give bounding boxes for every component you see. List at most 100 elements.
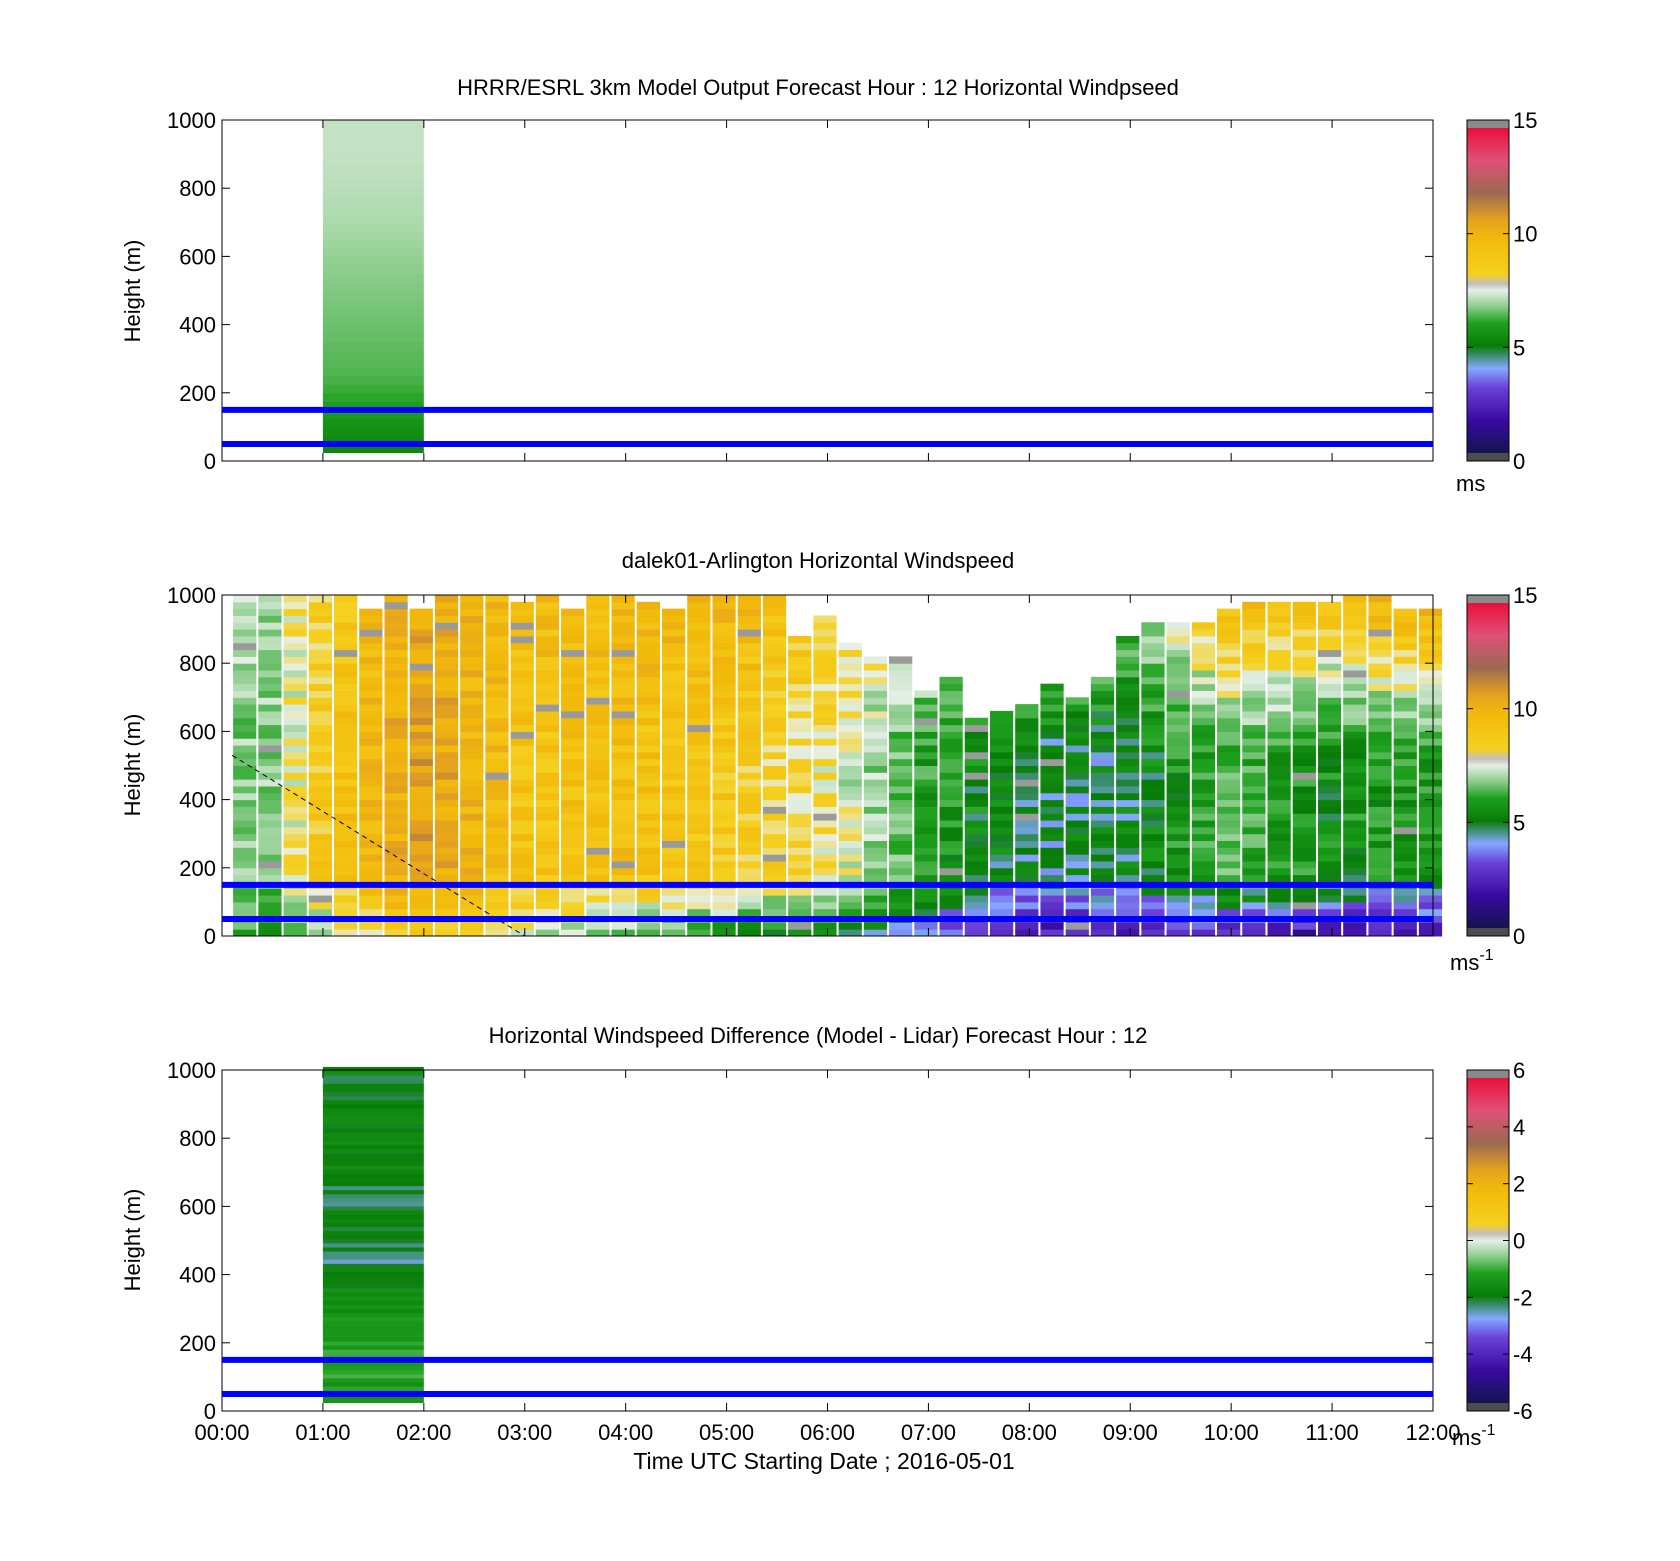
plot-frame [221,1069,1434,1412]
heatmap-cell [1292,683,1316,691]
heatmap-cell [1242,833,1266,842]
heatmap-cell [1267,663,1291,671]
heatmap-cell [636,710,660,719]
heatmap-cell [535,663,560,671]
heatmap-cell [1166,874,1190,882]
colorbar-tick-label: -4 [1513,1342,1533,1367]
heatmap-cell [1090,731,1115,739]
heatmap-cell [1141,629,1165,637]
heatmap-cell [334,751,358,760]
heatmap-cell [712,765,736,773]
heatmap-cell [233,642,257,651]
heatmap-cell [334,847,358,855]
heatmap-cell [1191,901,1216,910]
heatmap-cell [1116,710,1140,719]
heatmap-cell [1418,785,1443,794]
heatmap-cell [283,833,307,842]
heatmap-cell [939,874,963,882]
heatmap-cell [964,826,988,835]
heatmap-cell [283,901,307,910]
y-tick-label: 0 [204,1399,216,1424]
heatmap-cell [1015,854,1039,862]
panel-lidar-windspeed: dalek01-Arlington Horizontal Windspeed H… [120,548,1537,975]
heatmap-cell [434,615,459,623]
heatmap-cell [813,656,837,664]
heatmap-cell [561,608,585,616]
heatmap-cell [636,867,660,876]
heatmap-cell [1242,731,1266,739]
heatmap-cell [434,656,459,664]
colorbar-frame [1466,119,1510,462]
heatmap-cell [636,826,660,835]
heatmap-cell [561,731,585,739]
heatmap-cell [838,676,862,685]
heatmap-cell [1343,635,1367,644]
heatmap-cell [661,901,686,910]
heatmap-cell [712,704,736,712]
heatmap-cell [889,888,913,896]
heatmap-cell [586,854,610,862]
heatmap-cell [611,601,635,610]
heatmap-cell [384,717,408,726]
heatmap-cell [1116,874,1140,882]
heatmap-cell [611,813,635,821]
heatmap-cell [1217,840,1241,848]
heatmap-cell [409,799,433,807]
heatmap-cell [1393,799,1417,807]
heatmap-cell [813,826,837,835]
heatmap-cell [762,683,787,691]
heatmap-cell [460,656,484,664]
heatmap-cell [1040,860,1064,869]
heatmap-cell [1292,738,1316,746]
heatmap-cell [233,840,257,848]
heatmap-cell [308,854,333,862]
heatmap-cell [1065,785,1089,794]
heatmap-cell [359,785,383,794]
heatmap-cell [1267,670,1291,678]
heatmap-cell [788,731,812,739]
heatmap-cell [1191,710,1216,719]
heatmap-cell [1292,908,1316,917]
heatmap-cell [322,1124,424,1129]
y-tick-label: 200 [179,1331,216,1356]
heatmap-cell [586,813,610,821]
heatmap-cell [322,1107,424,1113]
heatmap-cell [1418,901,1443,910]
heatmap-cell [510,697,534,705]
heatmap-cell [762,888,787,896]
heatmap-cell [1292,772,1316,780]
heatmap-cell [1267,704,1291,712]
heatmap-cell [762,779,787,787]
heatmap-cell [1292,717,1316,726]
heatmap-cell [322,1337,424,1342]
heatmap-cell [1317,663,1342,671]
heatmap-cell [661,867,686,876]
heatmap-cell [283,840,307,848]
heatmap-cell [661,813,686,821]
heatmap-cell [889,922,913,930]
heatmap-cell [485,642,509,651]
heatmap-cell [1015,717,1039,726]
heatmap-cell [813,901,837,910]
heatmap-cell [283,629,307,637]
heatmap-cell [308,710,333,719]
heatmap-cell [1317,765,1342,773]
heatmap-cell [1343,860,1367,869]
heatmap-cell [863,820,888,828]
heatmap-cell [359,792,383,801]
heatmap-cell [611,833,635,842]
heatmap-cell [258,676,282,685]
heatmap-cell [1418,779,1443,787]
heatmap-cell [359,629,383,637]
heatmap-cell [636,622,660,630]
heatmap-cell [1343,806,1367,814]
heatmap-cell [636,874,660,882]
heatmap-cell [384,860,408,869]
heatmap-cell [1418,731,1443,739]
heatmap-cell [838,779,862,787]
heatmap-cell [1065,724,1089,732]
heatmap-cell [409,840,433,848]
heatmap-cell [1343,833,1367,842]
heatmap-cell [737,608,761,616]
heatmap-cell [334,833,358,842]
